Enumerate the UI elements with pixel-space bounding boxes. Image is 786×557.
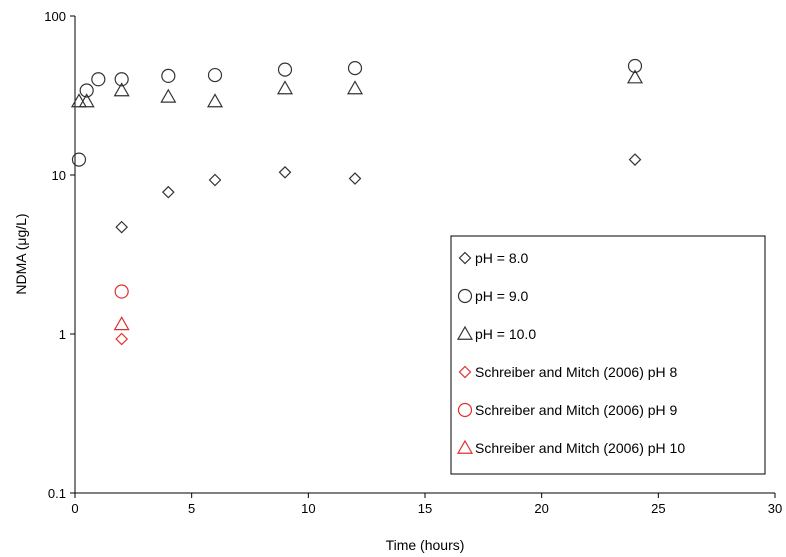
legend-item: Schreiber and Mitch (2006) pH 10 <box>456 439 685 456</box>
data-point-triangle <box>626 69 644 84</box>
legend-item: pH = 9.0 <box>457 288 529 304</box>
legend-items: pH = 8.0 pH = 9.0 pH = 10.0 Schreiber and M… <box>456 250 685 456</box>
legend-marker-diamond <box>458 251 472 265</box>
legend-label: pH = 10.0 <box>475 326 536 342</box>
data-point-triangle <box>276 80 294 95</box>
y-tick-label: 0.1 <box>48 486 66 501</box>
data-point-circle <box>161 68 176 84</box>
legend-item: pH = 8.0 <box>458 250 529 266</box>
data-point-circle <box>627 58 643 74</box>
legend-item: pH = 10.0 <box>456 325 536 342</box>
legend: pH = 8.0 pH = 9.0 pH = 10.0 Schreiber and M… <box>450 235 766 475</box>
x-tick-label: 15 <box>418 501 432 516</box>
x-tick-label: 25 <box>651 501 665 516</box>
x-tick-label: 10 <box>301 501 315 516</box>
data-point-diamond <box>278 165 292 179</box>
data-point-triangle <box>70 93 88 108</box>
legend-box <box>450 235 766 475</box>
data-point-circle <box>277 62 293 77</box>
data-point-circle <box>114 72 129 87</box>
data-point-diamond <box>115 332 129 346</box>
data-point-circle <box>71 152 87 167</box>
x-tick-label: 0 <box>71 501 78 516</box>
x-axis-title: Time (hours) <box>386 537 465 553</box>
data-point-triangle <box>78 93 95 108</box>
data-point-triangle <box>160 88 177 103</box>
legend-label: pH = 9.0 <box>475 288 529 304</box>
data-point-diamond <box>628 153 642 166</box>
x-tick-label: 20 <box>534 501 548 516</box>
data-points <box>70 58 644 346</box>
legend-label: Schreiber and Mitch (2006) pH 9 <box>475 402 678 418</box>
legend-marker-triangle <box>456 439 474 454</box>
data-point-triangle <box>113 316 130 331</box>
series-3 <box>70 69 644 108</box>
data-point-circle <box>207 67 223 83</box>
legend-marker-circle <box>457 402 473 418</box>
data-point-circle <box>91 72 106 87</box>
series-6 <box>113 316 130 331</box>
data-point-triangle <box>113 82 130 97</box>
data-point-triangle <box>346 80 364 95</box>
legend-label: pH = 8.0 <box>475 250 529 266</box>
series-5 <box>114 284 129 299</box>
legend-item: Schreiber and Mitch (2006) pH 9 <box>457 402 678 418</box>
x-tick-label: 5 <box>188 501 195 516</box>
legend-label: Schreiber and Mitch (2006) pH 8 <box>475 364 678 380</box>
legend-marker-triangle <box>456 325 474 340</box>
x-tick-label: 30 <box>768 501 782 516</box>
tick-labels: 0 5 10 15 20 25 30 0.1 1 10 100 <box>44 9 782 516</box>
data-point-diamond <box>348 172 362 185</box>
series-2 <box>71 58 643 167</box>
y-tick-label: 1 <box>59 327 66 342</box>
series-1 <box>115 153 642 234</box>
data-point-diamond <box>161 185 175 199</box>
legend-marker-circle <box>457 288 473 304</box>
y-tick-label: 10 <box>52 168 66 183</box>
legend-marker-diamond <box>458 365 472 379</box>
data-point-triangle <box>206 93 224 108</box>
y-tick-label: 100 <box>44 9 66 24</box>
data-point-circle <box>79 83 94 98</box>
data-point-diamond <box>115 220 129 234</box>
y-axis-title: NDMA (μg/L) <box>13 213 29 294</box>
legend-item: Schreiber and Mitch (2006) pH 8 <box>458 364 678 380</box>
series-4 <box>115 332 129 346</box>
data-point-circle <box>114 284 129 299</box>
data-point-diamond <box>208 173 222 187</box>
legend-label: Schreiber and Mitch (2006) pH 10 <box>475 440 685 456</box>
ticks <box>70 15 776 498</box>
data-point-circle <box>347 61 363 76</box>
